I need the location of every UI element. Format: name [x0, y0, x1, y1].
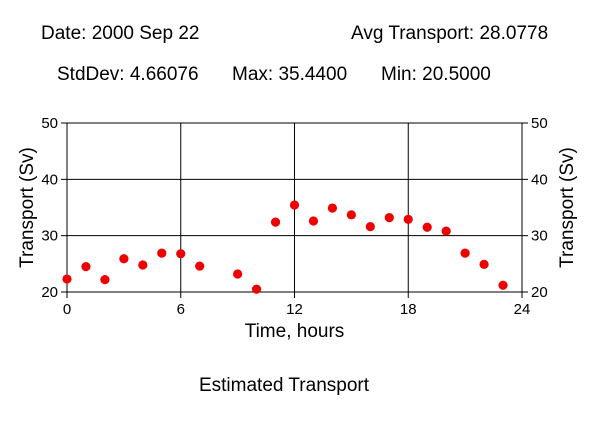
- x-axis-title: Time, hours: [245, 321, 345, 342]
- chart-title: Estimated Transport: [199, 375, 370, 396]
- y-tick-label-right-30: 30: [531, 228, 548, 245]
- y-tick-label-right-40: 40: [531, 171, 548, 188]
- x-tick-label-0: 0: [63, 301, 71, 318]
- data-point: [403, 214, 413, 224]
- y-tick-label-right-20: 20: [531, 284, 548, 301]
- data-point: [138, 260, 148, 270]
- x-tick-label-24: 24: [514, 301, 531, 318]
- y-tick-label-left-20: 20: [41, 284, 58, 301]
- data-point: [195, 261, 205, 271]
- data-point: [289, 200, 300, 210]
- y-axis-title-left: Transport (Sv): [17, 147, 38, 268]
- data-point: [308, 216, 319, 226]
- y-axis-title-right: Transport (Sv): [557, 147, 578, 268]
- data-point: [100, 275, 110, 285]
- data-point: [498, 280, 508, 290]
- data-point: [62, 274, 72, 284]
- max-label: Max: 35.4400: [232, 64, 348, 85]
- data-point: [422, 222, 432, 232]
- y-tick-label-left-40: 40: [41, 171, 58, 188]
- data-point: [251, 284, 262, 294]
- data-point: [176, 249, 186, 259]
- x-tick-label-6: 6: [177, 301, 185, 318]
- data-point: [384, 213, 394, 223]
- y-tick-label-left-50: 50: [41, 115, 58, 132]
- data-point: [119, 254, 129, 264]
- data-point: [346, 210, 356, 220]
- data-point: [157, 248, 167, 258]
- data-point: [233, 269, 243, 279]
- avg-transport-label: Avg Transport: 28.0778: [351, 23, 549, 44]
- x-tick-label-12: 12: [286, 301, 303, 318]
- y-tick-label-right-50: 50: [531, 115, 548, 132]
- data-point: [327, 203, 338, 213]
- min-label: Min: 20.5000: [381, 64, 491, 85]
- date-label: Date: 2000 Sep 22: [41, 23, 200, 44]
- points-layer: [62, 200, 508, 294]
- data-point: [479, 259, 489, 269]
- data-point: [270, 217, 281, 227]
- data-point: [460, 248, 470, 258]
- x-tick-label-18: 18: [400, 301, 417, 318]
- stddev-label: StdDev: 4.66076: [57, 64, 199, 85]
- data-point: [441, 226, 451, 236]
- data-point: [81, 262, 91, 272]
- y-tick-label-left-30: 30: [41, 228, 58, 245]
- data-point: [365, 222, 375, 232]
